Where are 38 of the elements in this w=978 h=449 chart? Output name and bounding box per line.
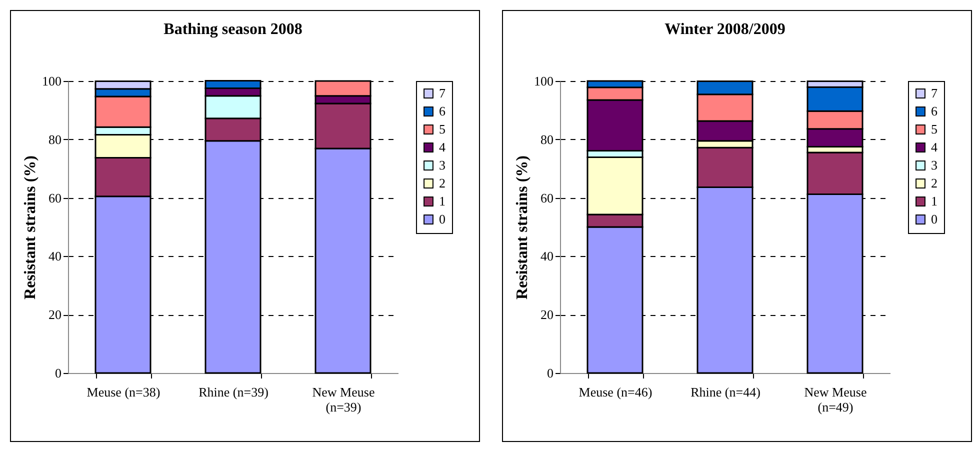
legend-label: 2	[931, 176, 938, 190]
chart-title: Bathing season 2008	[164, 21, 302, 38]
legend-label: 7	[931, 86, 938, 100]
legend-label: 2	[439, 176, 446, 190]
y-tick-label: 60	[48, 190, 62, 206]
legend-label: 3	[931, 158, 938, 172]
legend-label: 5	[439, 122, 446, 136]
y-tick-label: 0	[55, 366, 62, 380]
x-tick-label: Meuse (n=46)	[578, 384, 652, 400]
legend-label: 0	[439, 212, 446, 226]
legend-label: 3	[439, 158, 446, 172]
x-tick-label: Meuse (n=38)	[86, 384, 160, 400]
legend-label: 7	[439, 86, 446, 100]
y-tick-label: 60	[540, 190, 554, 206]
legend-label: 6	[931, 104, 938, 118]
y-tick-label: 100	[534, 74, 554, 88]
x-tick-label: New Meuse (n=39)	[312, 384, 375, 414]
legend-label: 1	[439, 194, 446, 208]
x-tick-label: Rhine (n=39)	[198, 384, 268, 400]
y-tick-label: 40	[540, 248, 554, 264]
legend-label: 0	[931, 212, 938, 226]
y-tick-label: 80	[48, 132, 62, 147]
legend-label: 4	[931, 140, 938, 154]
y-tick-label: 40	[48, 248, 62, 264]
x-tick-label: Rhine (n=44)	[690, 384, 760, 400]
y-axis-title: Resistant strains (%)	[22, 156, 39, 300]
legend-label: 4	[439, 140, 446, 154]
chart-title: Winter 2008/2009	[664, 21, 786, 38]
y-tick-label: 20	[48, 307, 62, 322]
x-tick-label: New Meuse (n=49)	[804, 384, 867, 414]
y-tick-label: 100	[42, 74, 62, 88]
legend-label: 5	[931, 122, 938, 136]
y-tick-label: 80	[540, 132, 554, 147]
y-tick-label: 20	[540, 307, 554, 322]
y-tick-label: 0	[547, 366, 554, 380]
y-axis-title: Resistant strains (%)	[514, 156, 531, 300]
legend-label: 6	[439, 104, 446, 118]
legend-label: 1	[931, 194, 938, 208]
